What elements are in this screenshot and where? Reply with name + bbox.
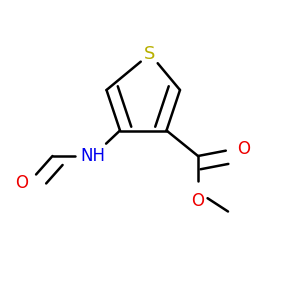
Text: O: O <box>16 174 28 192</box>
Text: NH: NH <box>80 147 106 165</box>
Text: O: O <box>191 192 205 210</box>
Text: S: S <box>144 45 156 63</box>
Text: O: O <box>237 140 250 158</box>
